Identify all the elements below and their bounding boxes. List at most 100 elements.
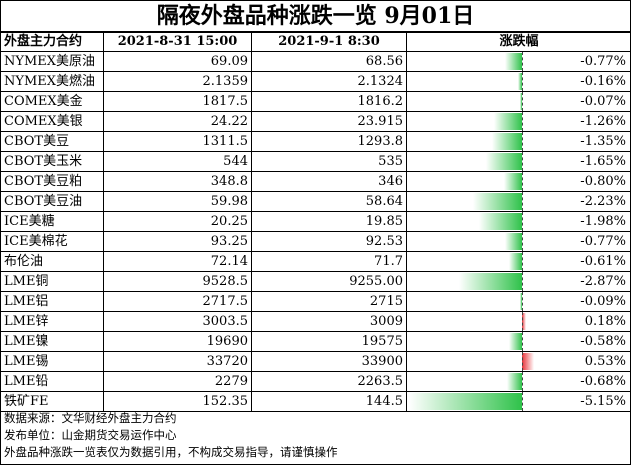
- table-row: CBOT美豆粕 348.8 346 -0.80%: [0, 171, 631, 192]
- change-percent-label: -0.77%: [580, 54, 626, 69]
- change-percent-label: -1.26%: [580, 114, 626, 129]
- zero-axis: [522, 192, 523, 211]
- change-bar-negative: [459, 273, 522, 290]
- change-bar-negative: [520, 293, 522, 310]
- change-percent-label: -2.23%: [580, 194, 626, 209]
- cell-contract-name: LME铝: [0, 291, 104, 312]
- cell-change: -0.77%: [406, 51, 631, 72]
- cell-prev-price: 19690: [103, 331, 252, 352]
- cell-change: -1.98%: [406, 211, 631, 232]
- cell-curr-price: 3009: [251, 311, 407, 332]
- change-bar-negative: [478, 213, 522, 230]
- cell-prev-price: 59.98: [103, 191, 252, 212]
- cell-prev-price: 544: [103, 151, 252, 172]
- header-curr-time: 2021-9-1 8:30: [251, 32, 407, 52]
- cell-contract-name: NYMEX美原油: [0, 51, 104, 72]
- change-bar-positive: [522, 313, 527, 330]
- cell-prev-price: 3003.5: [103, 311, 252, 332]
- cell-change: -2.87%: [406, 271, 631, 292]
- cell-contract-name: COMEX美银: [0, 111, 104, 132]
- cell-curr-price: 58.64: [251, 191, 407, 212]
- cell-prev-price: 69.09: [103, 51, 252, 72]
- change-percent-label: -1.65%: [580, 154, 626, 169]
- page-title: 隔夜外盘品种涨跌一览 9月01日: [0, 0, 631, 32]
- cell-curr-price: 144.5: [251, 391, 407, 412]
- cell-contract-name: NYMEX美燃油: [0, 71, 104, 92]
- cell-change: -0.16%: [406, 71, 631, 92]
- table-row: COMEX美金 1817.5 1816.2 -0.07%: [0, 91, 631, 112]
- cell-change: -1.65%: [406, 151, 631, 172]
- zero-axis: [522, 72, 523, 91]
- change-bar-negative: [492, 133, 522, 150]
- change-bar-positive: [522, 353, 534, 370]
- change-percent-label: -0.80%: [580, 174, 626, 189]
- header-change: 涨跌幅: [406, 32, 631, 52]
- table-row: LME铜 9528.5 9255.00 -2.87%: [0, 271, 631, 292]
- cell-change: -0.61%: [406, 251, 631, 272]
- table-row: CBOT美玉米 544 535 -1.65%: [0, 151, 631, 172]
- zero-axis: [522, 232, 523, 251]
- cell-contract-name: LME锡: [0, 351, 104, 372]
- cell-prev-price: 72.14: [103, 251, 252, 272]
- change-bar-negative: [520, 93, 522, 110]
- zero-axis: [522, 392, 523, 411]
- cell-change: -0.07%: [406, 91, 631, 112]
- cell-prev-price: 1817.5: [103, 91, 252, 112]
- footnotes: 数据来源：文华财经外盘主力合约 发布单位：山金期货交易运作中心 外盘品种涨跌一览…: [0, 410, 631, 465]
- table-row: ICE美糖 20.25 19.85 -1.98%: [0, 211, 631, 232]
- cell-contract-name: 铁矿FE: [0, 391, 104, 412]
- change-bar-negative: [494, 113, 522, 130]
- note-source: 数据来源：文华财经外盘主力合约: [4, 411, 177, 425]
- cell-change: -0.09%: [406, 291, 631, 312]
- header-contract: 外盘主力合约: [0, 32, 104, 52]
- cell-change: -0.58%: [406, 331, 631, 352]
- cell-prev-price: 9528.5: [103, 271, 252, 292]
- change-bar-negative: [509, 333, 522, 350]
- cell-contract-name: CBOT美豆粕: [0, 171, 104, 192]
- cell-curr-price: 9255.00: [251, 271, 407, 292]
- zero-axis: [522, 132, 523, 151]
- cell-contract-name: LME铜: [0, 271, 104, 292]
- cell-curr-price: 2.1324: [251, 71, 407, 92]
- table-row: LME镍 19690 19575 -0.58%: [0, 331, 631, 352]
- cell-contract-name: ICE美棉花: [0, 231, 104, 252]
- change-percent-label: -0.77%: [580, 234, 626, 249]
- table-row: CBOT美豆 1311.5 1293.8 -1.35%: [0, 131, 631, 152]
- change-percent-label: -0.07%: [580, 94, 626, 109]
- cell-change: -0.80%: [406, 171, 631, 192]
- table-row: LME锌 3003.5 3009 0.18%: [0, 311, 631, 332]
- change-percent-label: -0.16%: [580, 74, 626, 89]
- change-bar-negative: [473, 193, 522, 210]
- table-row: CBOT美豆油 59.98 58.64 -2.23%: [0, 191, 631, 212]
- table-row: NYMEX美原油 69.09 68.56 -0.77%: [0, 51, 631, 72]
- zero-axis: [522, 252, 523, 271]
- cell-curr-price: 92.53: [251, 231, 407, 252]
- table-body: NYMEX美原油 69.09 68.56 -0.77% NYMEX美燃油 2.1359 2.…: [0, 51, 631, 412]
- cell-curr-price: 23.915: [251, 111, 407, 132]
- cell-prev-price: 20.25: [103, 211, 252, 232]
- change-bar-negative: [518, 73, 522, 90]
- cell-change: -1.35%: [406, 131, 631, 152]
- change-percent-label: -0.58%: [580, 334, 626, 349]
- table-row: 铁矿FE 152.35 144.5 -5.15%: [0, 391, 631, 412]
- cell-contract-name: COMEX美金: [0, 91, 104, 112]
- cell-curr-price: 2715: [251, 291, 407, 312]
- note-publisher: 发布单位：山金期货交易运作中心: [4, 428, 177, 442]
- table-row: LME铅 2279 2263.5 -0.68%: [0, 371, 631, 392]
- zero-axis: [522, 152, 523, 171]
- change-bar-negative: [508, 253, 522, 270]
- zero-axis: [522, 312, 523, 331]
- cell-change: 0.18%: [406, 311, 631, 332]
- cell-change: -2.23%: [406, 191, 631, 212]
- cell-prev-price: 348.8: [103, 171, 252, 192]
- price-change-table: 外盘主力合约 2021-8-31 15:00 2021-9-1 8:30 涨跌幅…: [0, 32, 631, 412]
- cell-contract-name: CBOT美玉米: [0, 151, 104, 172]
- cell-curr-price: 346: [251, 171, 407, 192]
- cell-curr-price: 19.85: [251, 211, 407, 232]
- cell-curr-price: 2263.5: [251, 371, 407, 392]
- table-row: LME锡 33720 33900 0.53%: [0, 351, 631, 372]
- cell-prev-price: 1311.5: [103, 131, 252, 152]
- note-disclaimer: 外盘品种涨跌一览表仅为数据引用，不构成交易指导，请谨慎操作: [4, 445, 338, 459]
- change-percent-label: -2.87%: [580, 274, 626, 289]
- table-row: ICE美棉花 93.25 92.53 -0.77%: [0, 231, 631, 252]
